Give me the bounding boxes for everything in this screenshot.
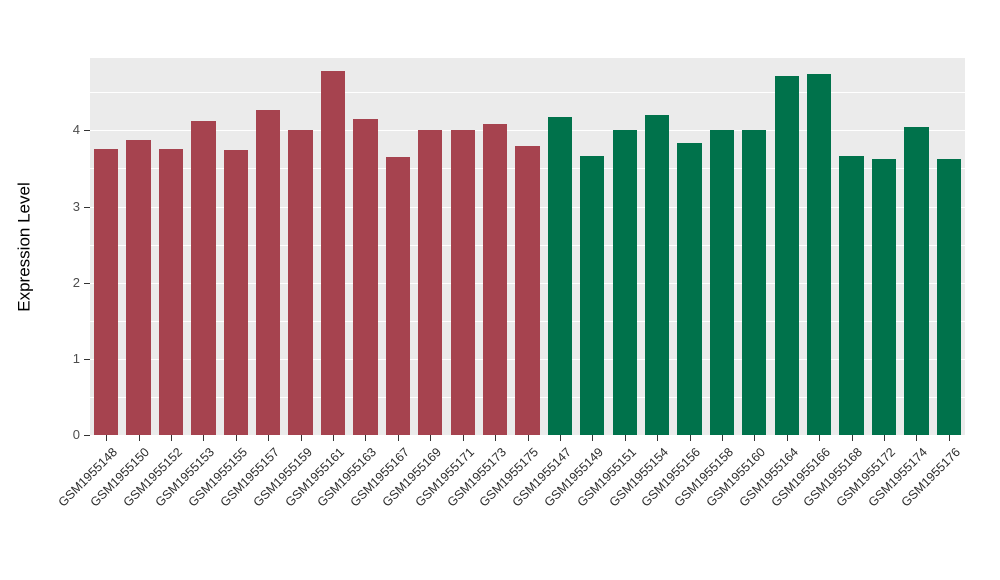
bar bbox=[742, 129, 767, 435]
x-axis-tick-mark bbox=[495, 435, 497, 441]
x-axis-tick-mark bbox=[333, 435, 335, 441]
y-axis-tick-mark bbox=[84, 206, 90, 208]
y-tick-label: 2 bbox=[72, 274, 80, 290]
y-tick-label: 0 bbox=[72, 427, 80, 442]
y-tick-label: 1 bbox=[72, 350, 80, 366]
x-axis-tick-mark bbox=[559, 435, 561, 441]
x-axis-tick-mark bbox=[527, 435, 529, 441]
x-tick-label: GSM1955176 bbox=[898, 445, 963, 510]
x-axis-tick-mark bbox=[916, 435, 918, 441]
y-axis-title-wrap: Expression Level bbox=[8, 58, 42, 435]
bar bbox=[223, 150, 248, 435]
bar bbox=[904, 126, 929, 435]
x-axis-tick-mark bbox=[138, 435, 140, 441]
bar bbox=[612, 129, 637, 435]
gridline-major bbox=[90, 130, 965, 132]
bar bbox=[256, 109, 281, 435]
bar bbox=[936, 158, 961, 435]
gridline-minor bbox=[90, 92, 965, 94]
x-axis-tick-mark bbox=[397, 435, 399, 441]
x-axis-tick-mark bbox=[462, 435, 464, 441]
y-axis-tick-mark bbox=[84, 130, 90, 132]
x-axis-tick-mark bbox=[657, 435, 659, 441]
x-axis-tick-mark bbox=[106, 435, 108, 441]
bar bbox=[644, 115, 670, 435]
bar bbox=[126, 140, 151, 435]
x-axis-tick-mark bbox=[851, 435, 853, 441]
bar bbox=[580, 156, 605, 435]
x-axis-tick-mark bbox=[883, 435, 885, 441]
y-axis-title: Expression Level bbox=[15, 181, 34, 312]
bar bbox=[418, 130, 443, 435]
bar bbox=[320, 70, 346, 435]
x-axis-tick-mark bbox=[430, 435, 432, 441]
x-axis-tick-mark bbox=[592, 435, 594, 441]
y-axis-tick-mark bbox=[84, 282, 90, 284]
bar bbox=[807, 74, 832, 435]
bar bbox=[191, 121, 216, 435]
x-axis-tick-mark bbox=[268, 435, 270, 441]
bar bbox=[547, 117, 573, 435]
bar bbox=[288, 129, 313, 435]
bar bbox=[515, 145, 540, 435]
x-axis-tick-mark bbox=[721, 435, 723, 441]
y-axis-tick-mark bbox=[84, 435, 90, 436]
bar bbox=[839, 156, 864, 435]
x-axis-tick-mark bbox=[754, 435, 756, 441]
x-axis-tick-mark bbox=[689, 435, 691, 441]
x-axis-tick-mark bbox=[300, 435, 302, 441]
x-axis-tick-mark bbox=[365, 435, 367, 441]
bar bbox=[871, 159, 897, 435]
bar bbox=[385, 157, 410, 435]
bar bbox=[774, 76, 799, 435]
x-axis-tick-mark bbox=[819, 435, 821, 441]
bar bbox=[482, 124, 508, 435]
x-axis-tick-mark bbox=[203, 435, 205, 441]
bar bbox=[450, 130, 475, 435]
chart-panel bbox=[90, 58, 965, 436]
y-axis-tick-mark bbox=[84, 358, 90, 360]
x-axis-tick-mark bbox=[786, 435, 788, 441]
x-axis-tick-mark bbox=[624, 435, 626, 441]
bar bbox=[709, 130, 735, 435]
x-axis-tick-mark bbox=[171, 435, 173, 441]
x-axis-tick-mark bbox=[948, 435, 950, 441]
bar bbox=[158, 148, 184, 435]
bar bbox=[353, 118, 378, 435]
bar bbox=[677, 142, 702, 435]
x-axis-tick-mark bbox=[235, 435, 237, 441]
bar bbox=[94, 148, 119, 435]
y-tick-label: 3 bbox=[72, 198, 80, 214]
y-tick-label: 4 bbox=[72, 122, 80, 138]
